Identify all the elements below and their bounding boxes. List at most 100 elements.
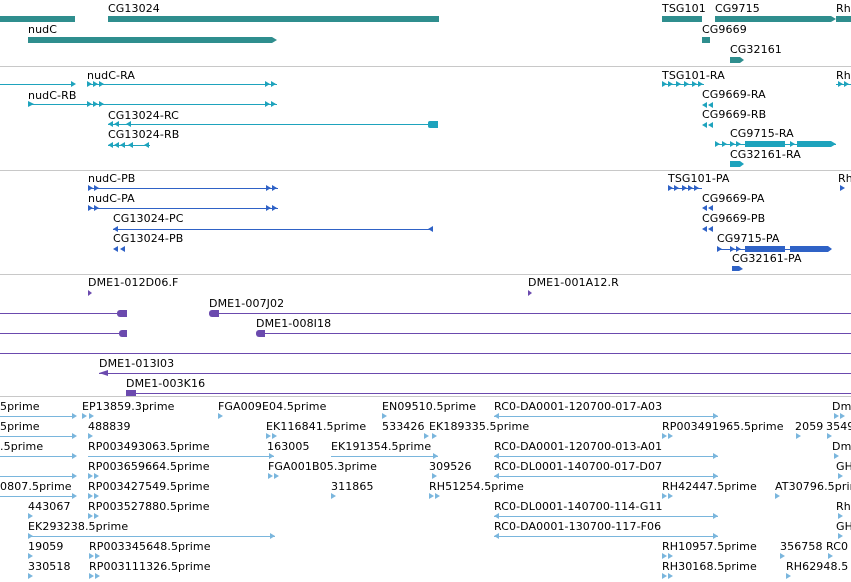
- est-marker: [95, 573, 100, 579]
- transcript-track: nudC-RA nudC-RB CG13024-RC CG13024-RB TS…: [0, 67, 851, 170]
- protein-label: TSG101-PA: [668, 172, 730, 185]
- est-marker: [780, 553, 785, 559]
- est-line[interactable]: [28, 536, 275, 537]
- transcript-label: CG13024-RB: [108, 128, 180, 141]
- gene-feature-bar[interactable]: [0, 16, 75, 22]
- est-label: RH62948.5: [786, 560, 849, 573]
- exon-marker: [93, 81, 98, 87]
- est-label: RP003111326.5prime: [89, 560, 211, 573]
- est-label: RP003345648.5prime: [89, 540, 211, 553]
- est-marker: [88, 513, 93, 519]
- protein-track: nudC-PB nudC-PA CG13024-PC CG13024-PB TS…: [0, 171, 851, 274]
- clone-label: DME1-003K16: [126, 377, 206, 390]
- est-marker: [95, 553, 100, 559]
- est-label: 533426: [382, 420, 425, 433]
- est-label: GH: [836, 520, 851, 533]
- est-line[interactable]: [0, 416, 75, 417]
- exon-marker: [120, 246, 125, 252]
- transcript-line[interactable]: [108, 124, 438, 125]
- clone-end-block: [209, 310, 219, 317]
- exon-marker: [99, 81, 104, 87]
- transcript-line[interactable]: [836, 84, 851, 85]
- exon-marker: [668, 185, 673, 191]
- clone-line[interactable]: [256, 333, 851, 334]
- est-line[interactable]: [0, 456, 75, 457]
- exon-marker: [120, 142, 125, 148]
- gene-feature-bar[interactable]: [702, 37, 710, 43]
- clone-line[interactable]: [0, 353, 851, 354]
- est-label: RH30168.5prime: [662, 560, 757, 573]
- exon-marker: [676, 81, 681, 87]
- exon-marker: [674, 185, 679, 191]
- protein-line[interactable]: [88, 188, 278, 189]
- est-line[interactable]: [0, 476, 75, 477]
- exon-block: [428, 121, 438, 128]
- est-line[interactable]: [0, 436, 75, 437]
- strand-arrow-icon: [713, 413, 718, 419]
- clone-line[interactable]: [0, 333, 127, 334]
- est-marker: [88, 473, 93, 479]
- est-marker: [668, 553, 673, 559]
- est-line[interactable]: [331, 456, 438, 457]
- track-divider: [0, 170, 851, 171]
- protein-label: nudC-PB: [88, 172, 136, 185]
- est-marker: [429, 493, 434, 499]
- gene-feature-bar[interactable]: [836, 16, 851, 22]
- est-marker: [662, 493, 667, 499]
- track-divider: [0, 66, 851, 67]
- exon-marker: [840, 185, 845, 191]
- est-line[interactable]: [88, 456, 274, 457]
- est-line[interactable]: [494, 416, 718, 417]
- est-line[interactable]: [494, 536, 718, 537]
- est-label: 488839: [88, 420, 131, 433]
- est-label: 330518: [28, 560, 71, 573]
- est-line[interactable]: [0, 496, 75, 497]
- exon-marker: [114, 142, 119, 148]
- exon-marker: [838, 81, 843, 87]
- est-line[interactable]: [494, 456, 718, 457]
- exon-marker: [790, 141, 795, 147]
- est-line[interactable]: [494, 516, 718, 517]
- clone-line[interactable]: [0, 313, 127, 314]
- exon-marker: [88, 185, 93, 191]
- gene-feature-bar[interactable]: [715, 16, 831, 22]
- est-label: 163005: [267, 440, 310, 453]
- strand-arrow-icon: [494, 453, 499, 459]
- est-label: 5prime: [0, 400, 40, 413]
- est-line[interactable]: [494, 476, 718, 477]
- transcript-line[interactable]: [87, 84, 277, 85]
- gene-label: CG32161: [730, 43, 782, 56]
- clone-line[interactable]: [126, 393, 851, 394]
- strand-arrow-icon: [831, 16, 836, 22]
- est-marker: [89, 553, 94, 559]
- gene-label: nudC: [28, 23, 58, 36]
- transcript-line[interactable]: [662, 84, 704, 85]
- strand-arrow-icon: [713, 513, 718, 519]
- exon-block: [745, 246, 785, 252]
- est-label: Rh: [836, 500, 851, 513]
- exon-marker: [694, 185, 699, 191]
- est-label: EN09510.5prime: [382, 400, 477, 413]
- gene-feature-bar[interactable]: [662, 16, 702, 22]
- transcript-line[interactable]: [28, 104, 277, 105]
- est-marker: [662, 553, 667, 559]
- exon-marker: [708, 226, 713, 232]
- exon-marker: [99, 101, 104, 107]
- est-marker: [28, 513, 33, 519]
- clone-end-marker: [528, 290, 532, 296]
- strand-arrow-icon: [270, 533, 275, 539]
- protein-line[interactable]: [88, 208, 278, 209]
- est-marker: [828, 553, 833, 559]
- clone-line[interactable]: [209, 313, 851, 314]
- exon-marker: [28, 101, 34, 107]
- gene-feature-bar[interactable]: [108, 16, 439, 22]
- gene-feature-bar[interactable]: [28, 37, 272, 43]
- transcript-line: [0, 84, 74, 85]
- est-label: 443067: [28, 500, 71, 513]
- est-label: EK116841.5prime: [266, 420, 367, 433]
- clone-line[interactable]: [99, 373, 851, 374]
- gene-feature-bar[interactable]: [730, 57, 740, 63]
- exon-marker: [265, 81, 270, 87]
- est-marker: [662, 573, 667, 579]
- protein-line[interactable]: [113, 229, 433, 230]
